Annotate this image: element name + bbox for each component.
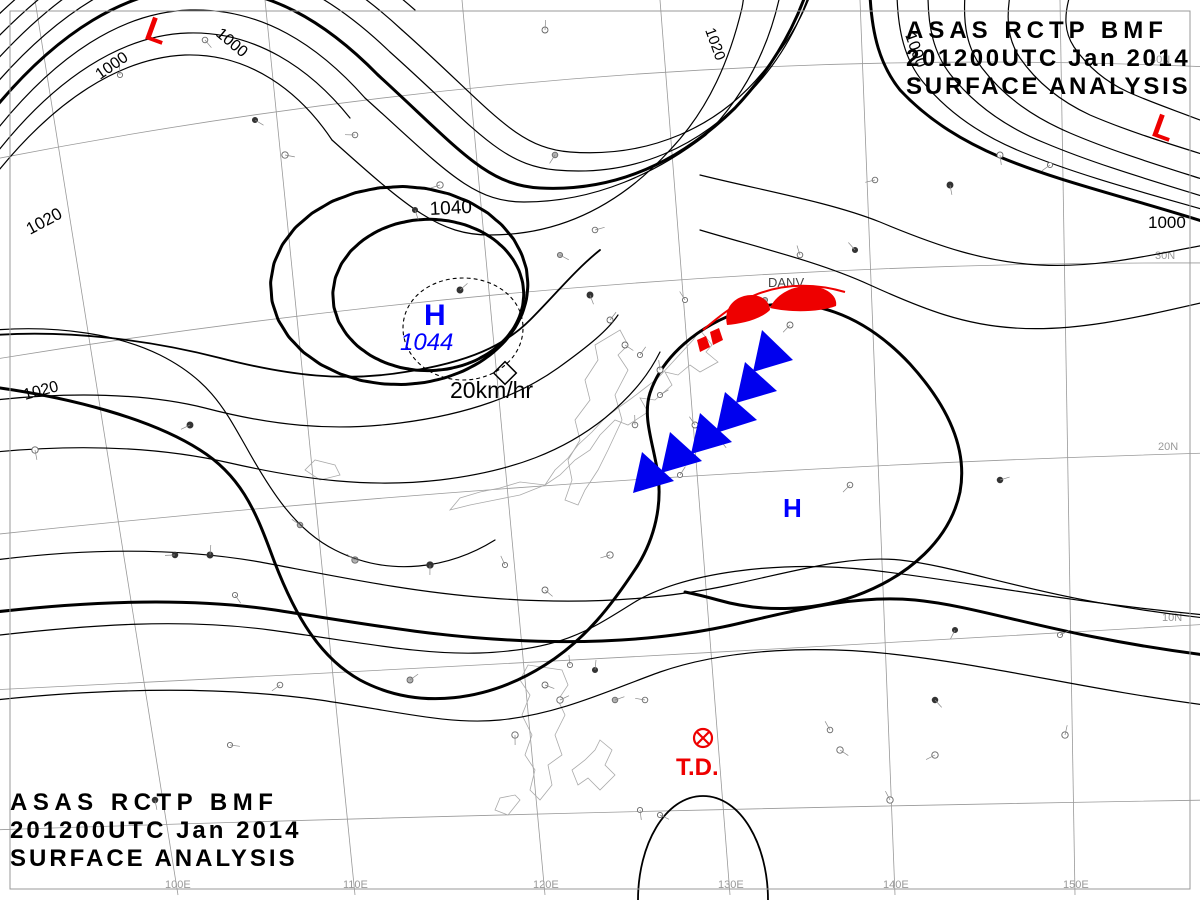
svg-text:1040: 1040	[429, 197, 472, 220]
svg-text:201200UTC Jan 2014: 201200UTC Jan 2014	[906, 45, 1190, 72]
svg-text:20km/hr: 20km/hr	[450, 377, 533, 403]
svg-text:1000: 1000	[1148, 213, 1186, 232]
svg-text:H: H	[783, 493, 802, 523]
svg-text:SURFACE ANALYSIS: SURFACE ANALYSIS	[906, 73, 1190, 100]
svg-text:H: H	[424, 299, 446, 332]
svg-text:20N: 20N	[1158, 441, 1178, 453]
svg-text:201200UTC Jan 2014: 201200UTC Jan 2014	[10, 817, 302, 844]
svg-text:ASAS RCTP BMF: ASAS RCTP BMF	[10, 789, 278, 816]
svg-text:1044: 1044	[400, 329, 453, 356]
svg-text:ASAS RCTP BMF: ASAS RCTP BMF	[906, 17, 1168, 44]
svg-text:T.D.: T.D.	[676, 754, 719, 781]
svg-text:SURFACE ANALYSIS: SURFACE ANALYSIS	[10, 845, 298, 872]
